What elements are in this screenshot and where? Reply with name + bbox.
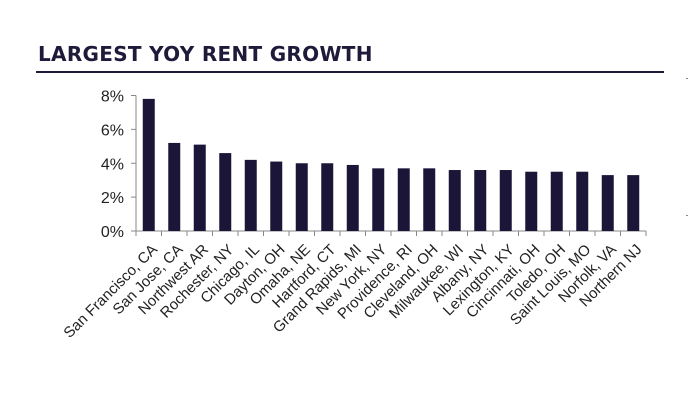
bar (321, 163, 334, 231)
bar (372, 168, 385, 231)
bar (525, 171, 538, 231)
title-divider (36, 71, 664, 73)
bar (550, 171, 563, 231)
bar (423, 168, 436, 231)
y-axis: 0% 2% 4% 6% 8% (101, 89, 137, 241)
chart-title: LARGEST YOY RENT GROWTH (38, 42, 373, 66)
bar (295, 163, 308, 231)
y-tick-label: 2% (101, 190, 124, 207)
bar (397, 168, 410, 231)
bar (601, 175, 614, 231)
bars (142, 98, 640, 231)
bar (270, 161, 283, 231)
bar (168, 142, 181, 231)
y-tick-label: 8% (101, 89, 124, 106)
bar (346, 164, 359, 231)
y-tick-label: 4% (101, 156, 124, 173)
bar (219, 153, 232, 231)
edge-mark (686, 78, 688, 79)
bar (499, 170, 512, 231)
bar (576, 171, 589, 231)
bar (474, 170, 487, 231)
bar (448, 170, 461, 231)
x-axis (135, 230, 647, 236)
bar (244, 159, 257, 231)
bar (142, 98, 155, 231)
bar (193, 144, 206, 231)
edge-mark (686, 215, 688, 216)
bar (627, 175, 640, 231)
y-tick-label: 6% (101, 122, 124, 139)
y-tick-label: 0% (101, 224, 124, 241)
